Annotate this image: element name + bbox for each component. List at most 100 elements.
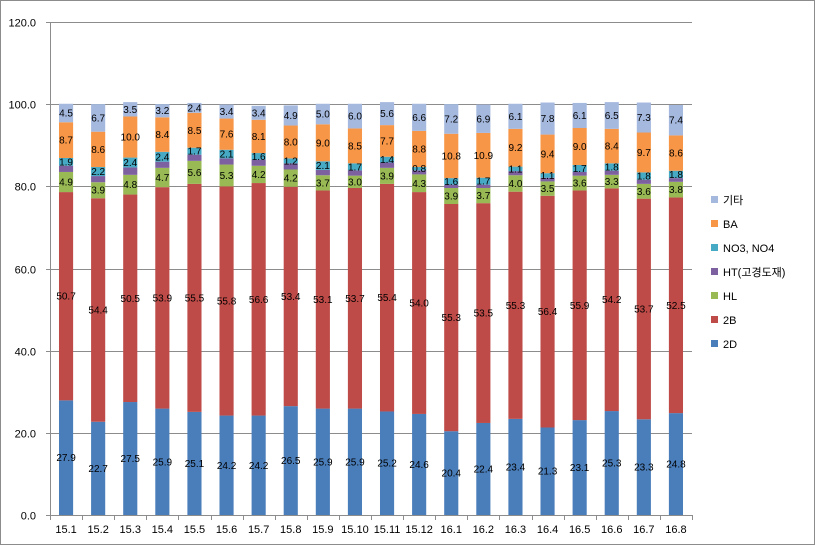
data-label: 55.5 (185, 293, 205, 304)
data-label: 53.1 (313, 295, 333, 306)
bar-segment (58, 165, 74, 172)
data-label: 3.2 (155, 106, 169, 117)
bar-segment (636, 419, 651, 515)
bar-segment (668, 135, 684, 171)
x-tick-label: 16.1 (441, 524, 462, 536)
data-label: 25.2 (377, 459, 397, 470)
bar-segment (476, 187, 491, 204)
legend-swatch (711, 292, 718, 299)
data-label: 1.7 (348, 162, 362, 173)
x-tick-label: 15.3 (120, 524, 141, 536)
data-label: 26.5 (281, 456, 301, 467)
x-tick-label: 15.1 (55, 524, 76, 536)
data-label: 1.9 (59, 157, 73, 168)
data-label: 3.6 (637, 187, 651, 198)
bar-segment (58, 400, 74, 515)
bar-segment (58, 171, 74, 193)
data-label: 8.1 (252, 132, 266, 143)
bar-segment (251, 415, 266, 515)
bar-segment (91, 131, 106, 168)
legend-swatch (711, 340, 718, 347)
data-label: 6.7 (91, 113, 105, 124)
bar-segment (123, 402, 138, 515)
bar-segment (58, 103, 74, 123)
bar-segment (91, 198, 106, 422)
data-label: 8.6 (669, 149, 683, 160)
bar-segment (315, 169, 330, 176)
y-tick-label: 120.0 (8, 18, 36, 30)
bar-segment (412, 103, 427, 131)
data-label: 4.3 (412, 179, 426, 190)
data-label: 54.4 (88, 305, 108, 316)
data-label: 8.6 (91, 145, 105, 156)
data-label: 9.0 (316, 138, 330, 149)
legend-swatch (711, 268, 718, 275)
x-tick-label: 16.5 (569, 524, 590, 536)
data-label: 27.5 (121, 454, 141, 465)
data-label: 1.6 (444, 177, 458, 188)
bar-segment (219, 158, 234, 165)
data-label: 1.8 (605, 163, 619, 174)
data-label: 50.5 (121, 294, 141, 305)
data-label: 4.2 (252, 170, 266, 181)
bar-segment (444, 104, 459, 134)
legend-label: 2D (723, 339, 737, 351)
data-label: 10.0 (121, 133, 141, 144)
data-label: 2.4 (123, 158, 137, 169)
data-label: 1.1 (508, 164, 522, 175)
bar-segment (347, 128, 363, 164)
x-tick-label: 15.8 (280, 524, 301, 536)
data-label: 4.7 (155, 173, 169, 184)
data-label: 2.2 (91, 167, 105, 178)
bar-segment (379, 411, 395, 515)
bar-segment (572, 127, 587, 165)
bar-segment (123, 194, 138, 403)
x-tick-label: 16.3 (505, 524, 526, 536)
bar-segment (412, 174, 427, 193)
legend-swatch (711, 220, 718, 227)
x-tick-label: 15.6 (216, 524, 237, 536)
bar-segment (123, 102, 138, 117)
x-tick-label: 15.11 (374, 524, 401, 536)
data-label: 3.9 (444, 191, 458, 202)
bar-segment (412, 167, 427, 171)
bar-segment (155, 187, 170, 409)
bar-segment (444, 184, 459, 188)
data-label: 25.9 (313, 457, 333, 468)
data-label: 4.9 (59, 178, 73, 189)
bar-segment (155, 161, 170, 168)
data-label: 53.7 (345, 294, 365, 305)
data-label: 20.4 (442, 469, 462, 480)
bar-segment (604, 163, 619, 171)
data-label: 56.4 (538, 307, 558, 318)
gridlines (50, 22, 692, 434)
data-label: 22.7 (88, 464, 108, 475)
data-label: 5.0 (316, 110, 330, 121)
data-label: 7.2 (444, 114, 458, 125)
data-label: 1.7 (187, 147, 201, 158)
data-label: 5.6 (187, 168, 201, 179)
data-label: 8.4 (605, 142, 619, 153)
data-label: 3.9 (91, 186, 105, 197)
bar-segment (508, 175, 523, 192)
data-label: 24.6 (409, 460, 429, 471)
x-tick-label: 15.12 (405, 524, 433, 536)
bar-segment (668, 181, 684, 198)
data-label: 1.6 (252, 152, 266, 163)
legend-label: HL (723, 291, 737, 303)
bar-segment (347, 103, 363, 129)
data-label: 8.0 (284, 137, 298, 148)
legend-label: BA (723, 219, 738, 231)
bar-segment (91, 182, 106, 199)
bar-segment (283, 186, 298, 407)
bar-segment (187, 112, 202, 148)
y-tick-label: 80.0 (15, 182, 36, 194)
data-label: 55.3 (506, 301, 526, 312)
bar-segment (219, 164, 234, 187)
data-label: 25.3 (602, 459, 622, 470)
data-label: 6.1 (573, 111, 587, 122)
data-label: 9.4 (541, 149, 555, 160)
bar-segment (187, 147, 202, 155)
bar-segment (187, 154, 202, 161)
data-label: 1.4 (380, 155, 394, 166)
